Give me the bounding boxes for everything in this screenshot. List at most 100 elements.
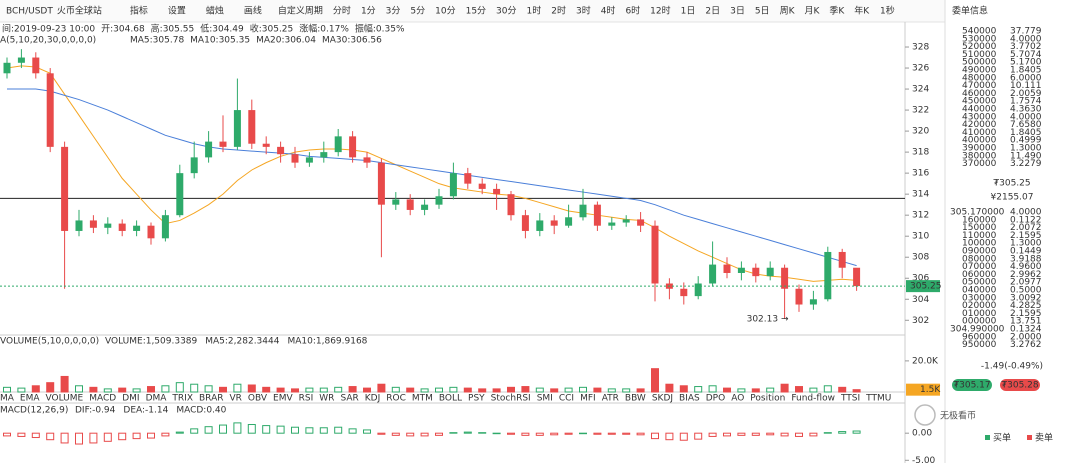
macd-legend: DEA:-1.14: [123, 406, 168, 416]
indicator-name: A(5,10,20,30,0,0,0,0): [0, 36, 96, 46]
indicator-tab[interactable]: MA: [0, 394, 15, 404]
y-tick-label: 320: [912, 127, 929, 137]
ask-amount: 11.490: [1010, 151, 1042, 161]
period-button[interactable]: 季K: [829, 5, 845, 17]
volume-bar: [838, 386, 847, 393]
period-button[interactable]: 10分: [435, 6, 455, 17]
tool-button[interactable]: 设置: [168, 6, 186, 17]
period-button[interactable]: 3时: [576, 5, 591, 17]
indicator-tab[interactable]: StochRSI: [491, 394, 531, 404]
ask-amount: 37.779: [1010, 27, 1042, 37]
candle-body: [723, 264, 731, 273]
period-button[interactable]: 1日: [681, 6, 696, 17]
indicator-tab[interactable]: PSY: [468, 394, 485, 404]
indicator-tab[interactable]: MFI: [580, 394, 596, 404]
indicator-tab[interactable]: TTSI: [840, 394, 860, 404]
candle-body: [579, 204, 587, 218]
macd-bar: [247, 424, 256, 434]
candle-body: [752, 267, 760, 277]
period-button[interactable]: 月K: [804, 6, 820, 17]
period-button[interactable]: 周K: [780, 6, 796, 17]
macd-bar: [507, 432, 515, 435]
indicator-tab[interactable]: CCI: [559, 394, 574, 404]
indicator-tab[interactable]: MACD: [89, 394, 116, 404]
volume-bar: [17, 387, 26, 393]
indicator-tab[interactable]: AO: [731, 394, 744, 404]
macd-bar: [694, 432, 703, 440]
indicator-tab[interactable]: KDJ: [365, 394, 381, 404]
indicator-tab[interactable]: TRIX: [171, 394, 193, 404]
bid-amount: 4.2825: [1010, 301, 1042, 311]
indicator-tab[interactable]: BOLL: [439, 394, 462, 404]
volume-bar: [780, 383, 789, 393]
indicator-tab[interactable]: SMI: [537, 394, 553, 404]
indicator-tab[interactable]: DPO: [706, 394, 725, 404]
indicator-tab[interactable]: SKDJ: [652, 394, 673, 404]
tool-button[interactable]: 画线: [244, 5, 262, 17]
candle-body: [277, 146, 285, 155]
last-price-box: [906, 280, 940, 293]
indicator-tab[interactable]: BRAR: [199, 394, 223, 404]
period-button[interactable]: 3分: [386, 6, 401, 17]
candle-body: [766, 267, 774, 277]
volume-bar: [607, 388, 616, 393]
indicator-tab[interactable]: VR: [229, 394, 241, 404]
indicator-tab[interactable]: WR: [319, 394, 334, 404]
indicator-tab[interactable]: EMV: [273, 394, 293, 404]
indicator-tab[interactable]: OBV: [248, 394, 268, 404]
period-button[interactable]: 年K: [854, 5, 870, 17]
macd-bar: [679, 432, 688, 441]
period-button[interactable]: 自定义周期: [278, 5, 323, 17]
bid-amount: 0.1122: [1010, 215, 1042, 225]
period-button[interactable]: 2日: [705, 6, 720, 17]
tick-mode[interactable]: 1秒: [880, 5, 895, 17]
indicator-tab[interactable]: BIAS: [679, 394, 700, 404]
indicator-tab[interactable]: DMA: [146, 394, 168, 404]
macd-bar: [651, 432, 659, 440]
indicator-tab[interactable]: MTM: [412, 394, 433, 404]
indicator-tab[interactable]: Fund-flow: [791, 394, 835, 404]
y-tick-label: 0.00: [912, 429, 932, 439]
buy-price[interactable]: ₮305.17: [953, 381, 990, 391]
volume-bar: [420, 388, 429, 393]
indicator-tab[interactable]: TTMU: [865, 394, 891, 404]
period-button[interactable]: 分时: [333, 5, 351, 17]
indicator-tab[interactable]: VOLUME: [46, 394, 84, 404]
period-button[interactable]: 3日: [730, 6, 745, 17]
period-button[interactable]: 1分: [361, 6, 376, 17]
macd-bar: [622, 432, 631, 435]
ohlc-info: 高:305.55: [151, 23, 195, 35]
period-button[interactable]: 2时: [551, 5, 566, 17]
indicator-tab[interactable]: ATR: [602, 394, 619, 404]
ask-price: 520000: [962, 42, 997, 52]
macd-bar: [723, 432, 731, 437]
indicator-tab[interactable]: BBW: [625, 394, 646, 404]
period-button[interactable]: 4时: [601, 5, 616, 17]
bid-price: 030000: [962, 293, 997, 303]
sell-button[interactable]: [1000, 379, 1040, 391]
tool-button[interactable]: 指标: [130, 5, 148, 17]
period-button[interactable]: 12时: [650, 5, 670, 17]
indicator-tab[interactable]: Position: [750, 394, 785, 404]
indicator-tab[interactable]: RSI: [299, 394, 314, 404]
orderbook-title: 委单信息: [952, 5, 988, 17]
indicator-tab[interactable]: ROC: [386, 394, 406, 404]
cny-price: ¥2155.07: [991, 193, 1034, 203]
sell-price[interactable]: ₮305.28: [1001, 381, 1038, 391]
period-button[interactable]: 1时: [527, 5, 542, 17]
macd-legend: MACD:0.40: [176, 406, 226, 416]
period-button[interactable]: 5日: [755, 6, 770, 17]
indicator-tab[interactable]: EMA: [20, 394, 40, 404]
period-button[interactable]: 30分: [496, 6, 516, 17]
buy-button[interactable]: [952, 379, 992, 391]
period-button[interactable]: 15分: [466, 6, 486, 17]
volume-bar: [406, 387, 415, 393]
tool-button[interactable]: 蜡烛: [206, 5, 224, 17]
ask-amount: 5.1700: [1010, 58, 1042, 68]
period-button[interactable]: 6时: [625, 5, 640, 17]
period-button[interactable]: 5分: [410, 6, 425, 17]
indicator-tab[interactable]: DMI: [122, 394, 139, 404]
macd-bar: [334, 426, 343, 434]
indicator-tab[interactable]: SAR: [340, 394, 358, 404]
